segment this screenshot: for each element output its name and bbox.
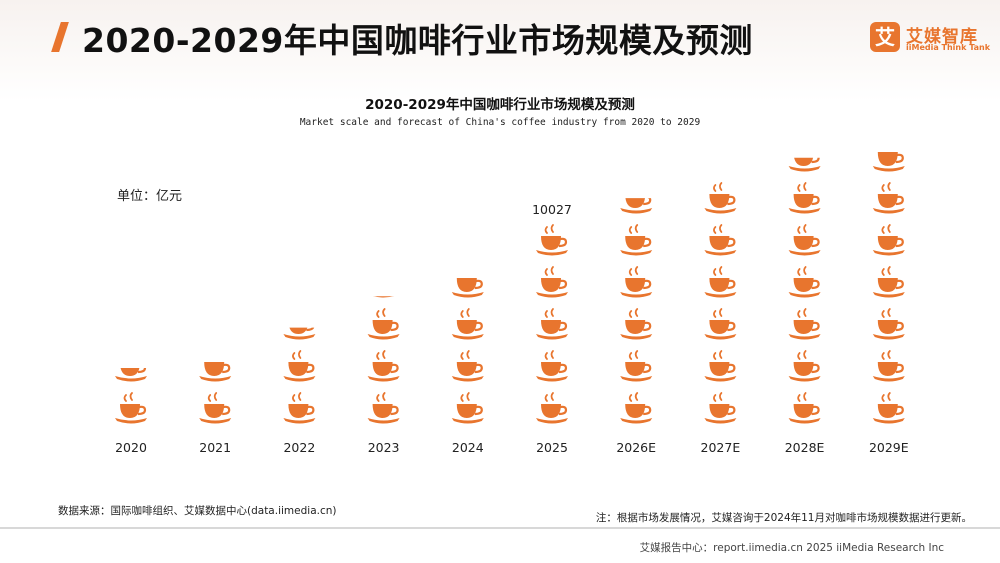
coffee-cup-icon [451,278,484,298]
coffee-cup-icon [115,392,147,424]
coffee-cup-icon [788,266,821,298]
coffee-cup-icon [704,392,737,424]
coffee-cup-icon [451,308,484,340]
coffee-cup-icon [283,327,316,340]
coffee-cup-icon [872,350,905,382]
coffee-cup-icon [704,224,737,256]
coffee-cup-icon [283,350,316,382]
coffee-cup-icon [367,392,400,424]
footer-divider [0,527,1000,529]
data-label: 10027 [532,202,572,217]
coffee-cup-icon [536,308,568,340]
x-tick-label: 2021 [199,440,231,455]
x-tick-label: 2020 [115,440,147,455]
x-tick-label: 2026E [616,440,656,455]
footer-text: 艾媒报告中心：report.iimedia.cn 2025 iiMedia Re… [639,542,944,554]
data-label: 7893 [452,0,484,3]
coffee-cup-icon [788,392,821,424]
coffee-cup-icon [620,266,653,298]
x-tick-label: 2028E [785,440,825,455]
coffee-cup-icon [536,350,568,382]
coffee-cup-icon [367,350,400,382]
coffee-cup-icon [788,157,821,172]
data-label: 13015 [785,0,825,3]
data-label: 11120 [616,0,656,3]
x-tick-label: 2025 [536,440,568,455]
coffee-cup-icon [788,350,821,382]
coffee-cup-icon [704,308,737,340]
coffee-cup-icon [451,392,484,424]
coffee-cup-icon [704,266,737,298]
coffee-cup-icon [872,308,905,340]
coffee-cup-icon [620,308,653,340]
coffee-cup-icon [373,296,394,298]
chart-unit-label: 单位：亿元 [117,189,183,204]
data-source: 数据来源：国际咖啡组织、艾媒数据中心(data.iimedia.cn) [58,505,337,517]
x-tick-label: 2022 [283,440,315,455]
coffee-cup-icon [620,198,653,214]
chart-title: 2020-2029年中国咖啡行业市场规模及预测 [365,97,635,113]
data-label: 6235 [368,0,400,3]
coffee-cup-icon [872,224,905,256]
coffee-cup-icon [704,152,736,172]
x-tick-label: 2023 [368,440,400,455]
coffee-cup-icon [451,350,484,382]
coffee-cup-icon [704,350,737,382]
data-label: 3817 [199,0,231,3]
coffee-cup-icon [872,392,905,424]
x-tick-label: 2024 [452,440,484,455]
data-label: 12109 [701,0,741,3]
brand-logo-icon: 艾 [870,22,900,52]
x-tick-label: 2029E [869,440,909,455]
coffee-cup-icon [620,350,653,382]
coffee-cup-icon [872,182,905,214]
coffee-cup-icon [620,224,653,256]
coffee-cup-icon [199,392,232,424]
coffee-cup-icon [620,392,653,424]
coffee-cup-icon [788,182,821,214]
coffee-cup-icon [536,266,568,298]
coffee-cup-icon [536,392,568,424]
coffee-cup-icon [788,224,821,256]
coffee-cup-icon [536,224,568,256]
chart-subtitle: Market scale and forecast of China's cof… [299,117,701,128]
coffee-cup-icon [115,368,147,382]
coffee-cup-icon [788,308,821,340]
coffee-cup-icon [872,152,905,172]
brand-name-en: iiMedia Think Tank [906,43,991,52]
coffee-cup-icon [199,362,232,382]
data-label: 13908 [869,0,909,3]
data-label: 3000 [115,0,147,3]
coffee-cup-icon [872,266,905,298]
coffee-cup-icon [283,392,316,424]
update-note: 注：根据市场发展情况，艾媒咨询于2024年11月对咖啡市场规模数据进行更新。 [595,512,972,524]
x-tick-label: 2027E [701,440,741,455]
page-title: 2020-2029年中国咖啡行业市场规模及预测 [82,21,753,60]
brand-name: 艾媒智库 [906,27,978,47]
coffee-cup-icon [367,308,400,340]
coffee-cup-icon [704,182,737,214]
data-label: 4895 [283,0,315,3]
